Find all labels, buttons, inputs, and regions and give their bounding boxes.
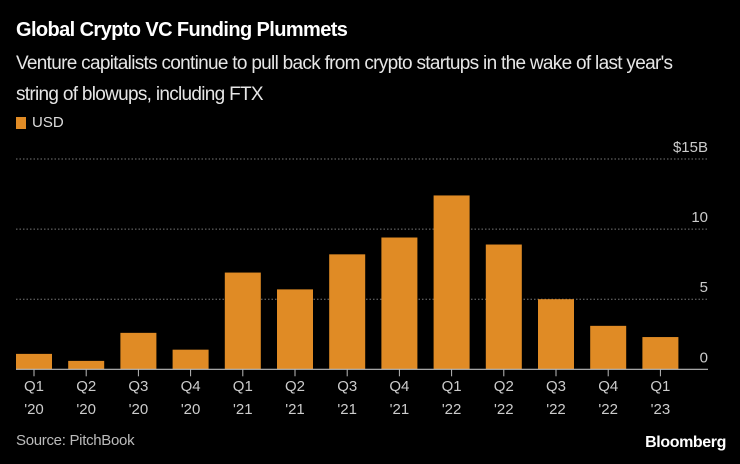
bar bbox=[538, 299, 574, 370]
x-tick-label-year: '23 bbox=[651, 401, 671, 418]
bar bbox=[381, 237, 418, 370]
bar bbox=[485, 244, 522, 370]
bar bbox=[433, 195, 470, 370]
x-tick-label-year: '20 bbox=[24, 401, 44, 418]
x-tick-label-quarter: Q2 bbox=[494, 378, 514, 395]
bar bbox=[590, 325, 627, 370]
legend-label-usd: USD bbox=[32, 114, 64, 131]
chart-subtitle: Venture capitalists continue to pull bac… bbox=[16, 53, 673, 105]
bloomberg-logo: Bloomberg bbox=[645, 434, 726, 451]
x-tick-label-quarter: Q3 bbox=[337, 378, 357, 395]
x-tick-label-year: '21 bbox=[285, 401, 305, 418]
x-tick-label-quarter: Q2 bbox=[76, 378, 96, 395]
x-tick-label-year: '22 bbox=[546, 401, 566, 418]
x-tick-label-quarter: Q4 bbox=[181, 378, 201, 395]
source-note: Source: PitchBook bbox=[16, 432, 135, 449]
x-tick-label-year: '20 bbox=[76, 401, 96, 418]
x-tick-label-quarter: Q1 bbox=[24, 378, 44, 395]
bar bbox=[120, 332, 157, 370]
y-tick-label: 0 bbox=[700, 349, 708, 366]
x-tick-label-quarter: Q3 bbox=[546, 378, 566, 395]
x-tick-label-year: '22 bbox=[494, 401, 514, 418]
x-tick-label-year: '22 bbox=[442, 401, 462, 418]
x-tick-label-year: '21 bbox=[337, 401, 357, 418]
chart-title: Global Crypto VC Funding Plummets bbox=[16, 19, 348, 41]
legend-swatch-usd bbox=[16, 116, 26, 129]
x-tick-label-quarter: Q4 bbox=[598, 378, 618, 395]
bar bbox=[16, 353, 52, 370]
bar bbox=[642, 337, 679, 370]
legend: USD bbox=[16, 114, 64, 131]
y-tick-label: 5 bbox=[700, 279, 708, 296]
x-tick-label-year: '20 bbox=[181, 401, 201, 418]
bar bbox=[329, 254, 366, 370]
x-tick-label-quarter: Q2 bbox=[285, 378, 305, 395]
x-tick-label-year: '20 bbox=[129, 401, 149, 418]
bar bbox=[224, 272, 261, 370]
x-tick-label-quarter: Q1 bbox=[233, 378, 253, 395]
bar bbox=[277, 289, 313, 370]
bar bbox=[68, 360, 105, 370]
bar bbox=[172, 349, 209, 370]
x-tick-label-year: '21 bbox=[233, 401, 253, 418]
x-tick-label-quarter: Q1 bbox=[442, 378, 462, 395]
x-tick-label-year: '22 bbox=[598, 401, 618, 418]
x-tick-label-quarter: Q4 bbox=[389, 378, 409, 395]
x-tick-label-quarter: Q3 bbox=[128, 378, 148, 395]
y-tick-label: 10 bbox=[691, 209, 708, 226]
x-tick-label-quarter: Q1 bbox=[650, 378, 670, 395]
y-tick-label: $15B bbox=[673, 139, 708, 156]
x-tick-label-year: '21 bbox=[390, 401, 410, 418]
